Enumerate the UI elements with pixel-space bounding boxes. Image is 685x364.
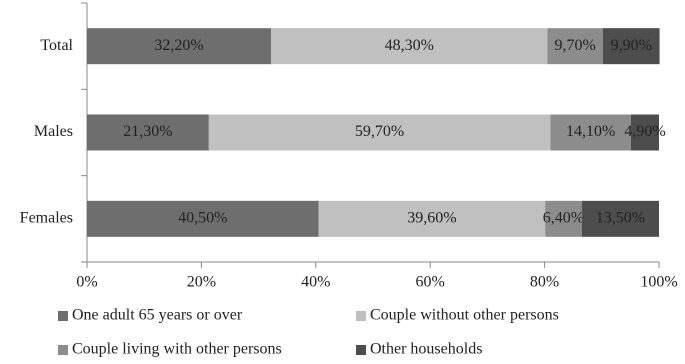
bar-segment [545, 200, 582, 237]
y-tick-label: Females [20, 210, 73, 227]
legend-swatch [356, 311, 366, 321]
legend-label: Couple living with other persons [72, 341, 282, 358]
value-label: 6,40% [543, 210, 584, 227]
value-label: 40,50% [178, 210, 227, 227]
bar-segment [271, 28, 548, 65]
value-label: 59,70% [355, 123, 404, 140]
bar-segment [630, 114, 659, 151]
legend-label: Couple without other persons [370, 307, 559, 324]
x-tick-label: 20% [187, 274, 216, 291]
bar-segment [87, 200, 319, 237]
value-label: 21,30% [123, 123, 172, 140]
x-tick-label: 80% [530, 274, 559, 291]
value-label: 14,10% [566, 123, 615, 140]
legend-swatch [58, 311, 68, 321]
x-tick-label: 0% [76, 274, 97, 291]
value-label: 13,50% [596, 210, 645, 227]
x-tick-label: 100% [640, 274, 677, 291]
value-label: 32,20% [154, 37, 203, 54]
value-label: 48,30% [385, 37, 434, 54]
legend-label: Other households [370, 341, 482, 358]
bar-segment [87, 114, 209, 151]
legend-swatch [58, 345, 68, 355]
bar-segment [547, 28, 603, 65]
bar-segment [581, 200, 659, 237]
bar-segment [318, 200, 546, 237]
x-tick-label: 60% [416, 274, 445, 291]
value-label: 9,70% [555, 37, 596, 54]
x-tick-label: 40% [301, 274, 330, 291]
bar-segment [208, 114, 551, 151]
y-tick-label: Males [34, 123, 73, 140]
value-label: 39,60% [407, 210, 456, 227]
bar-segment [87, 28, 272, 65]
y-tick-label: Total [40, 37, 73, 54]
bar-segment [550, 114, 631, 151]
bar-segment [602, 28, 660, 65]
value-label: 9,90% [611, 37, 652, 54]
legend-label: One adult 65 years or over [72, 307, 243, 324]
legend-swatch [356, 345, 366, 355]
value-label: 4,90% [624, 123, 665, 140]
